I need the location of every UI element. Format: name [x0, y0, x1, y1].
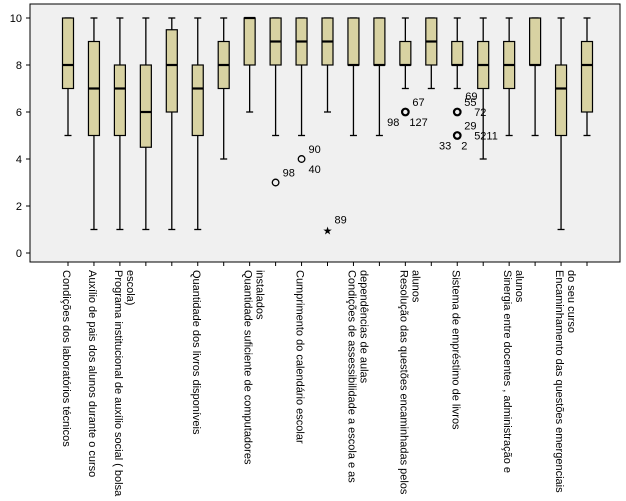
category-label: do seu curso [565, 270, 577, 333]
box-18 [503, 17, 516, 137]
outlier-label: 33 [439, 141, 451, 153]
outlier-label: 72 [474, 107, 486, 119]
outlier-label: 5211 [474, 131, 498, 143]
y-tick-label: 6 [16, 107, 22, 119]
box-17 [477, 17, 490, 160]
box-7 [217, 17, 230, 160]
box-21 [580, 17, 594, 137]
box-15 [425, 17, 438, 90]
extreme-marker: ★ [323, 226, 333, 238]
category-label: Resolução das questões encaminhadas pelo… [397, 270, 409, 495]
box-iqr [165, 29, 178, 113]
outlier-label: 40 [309, 164, 321, 176]
box-14 [399, 17, 412, 90]
outlier-label: 2 [461, 141, 467, 153]
box-11 [321, 17, 334, 113]
y-tick-label: 10 [10, 13, 22, 25]
outlier-label: 98 [283, 168, 295, 180]
outlier-label: 90 [309, 144, 321, 156]
box-iqr [113, 64, 127, 137]
category-label: Sinergia entre docentes , administração … [501, 270, 513, 473]
box-13 [373, 17, 386, 137]
box-6 [191, 17, 204, 231]
category-label: escola) [124, 270, 136, 305]
box-iqr [580, 40, 594, 113]
box-3 [113, 17, 127, 231]
outlier-marker [452, 107, 462, 117]
x-axis [67, 262, 588, 266]
box-16 [451, 17, 464, 90]
box-iqr [191, 64, 204, 137]
box-12 [347, 17, 360, 137]
y-tick-label: 4 [16, 154, 22, 166]
y-tick-label: 2 [16, 201, 22, 213]
category-label: Condições de assessibilidade a escola e … [345, 270, 357, 483]
outlier-label: 67 [412, 97, 424, 109]
box-19 [528, 17, 542, 137]
box-2 [87, 17, 101, 231]
box-iqr [243, 17, 256, 66]
box-iqr [373, 17, 386, 66]
outlier-label: 127 [409, 117, 427, 129]
box-20 [554, 17, 568, 231]
category-label: Quantidade dos livros disponíveis [190, 270, 202, 435]
category-label: Encaminhamento das questões emergenciais [553, 270, 565, 493]
category-label: instalados [254, 270, 266, 320]
category-label: Sistema de empréstimo de livros [449, 270, 461, 430]
box-iqr [399, 40, 412, 66]
category-label: Quantidade suficiente de computadores [242, 270, 254, 465]
box-iqr [61, 17, 75, 90]
box-iqr [528, 17, 542, 66]
outlier-label: 69 [465, 91, 477, 103]
box-4 [139, 17, 152, 231]
category-label: Auxílio de pais dos alunos durante o cur… [86, 270, 98, 477]
category-label: dependências de aulas [357, 270, 369, 384]
box-iqr [451, 40, 464, 66]
box-9 [269, 17, 282, 137]
box-8 [243, 16, 256, 113]
category-label: Programa institucional de auxílio social… [112, 270, 124, 497]
outlier-marker [452, 131, 462, 140]
outlier-marker [271, 178, 280, 187]
box-5 [165, 17, 178, 231]
box-10 [295, 17, 308, 137]
category-label: alunos [409, 270, 421, 303]
box-iqr [554, 64, 568, 137]
box-1 [61, 17, 75, 137]
y-tick-label: 0 [16, 248, 22, 260]
outlier-label: 89 [335, 215, 347, 227]
y-axis: 0 2 4 6 8 10 [10, 4, 31, 262]
category-label: Condições dos laboratórios técnicos [60, 270, 72, 447]
box-series [61, 16, 594, 231]
outlier-label: 29 [464, 121, 476, 133]
outlier-marker [400, 107, 410, 117]
y-tick-label: 8 [16, 60, 22, 72]
outlier-marker [297, 155, 306, 163]
outlier-label: 55 [464, 97, 476, 109]
outlier-label: 98 [387, 117, 399, 129]
category-label: Cumprimento do calendário escolar [294, 270, 306, 444]
box-iqr [139, 64, 152, 148]
box-iqr [347, 17, 360, 66]
category-label: alunos [513, 270, 525, 303]
category-labels: Condições dos laboratórios técnicos Auxíl… [60, 270, 577, 497]
